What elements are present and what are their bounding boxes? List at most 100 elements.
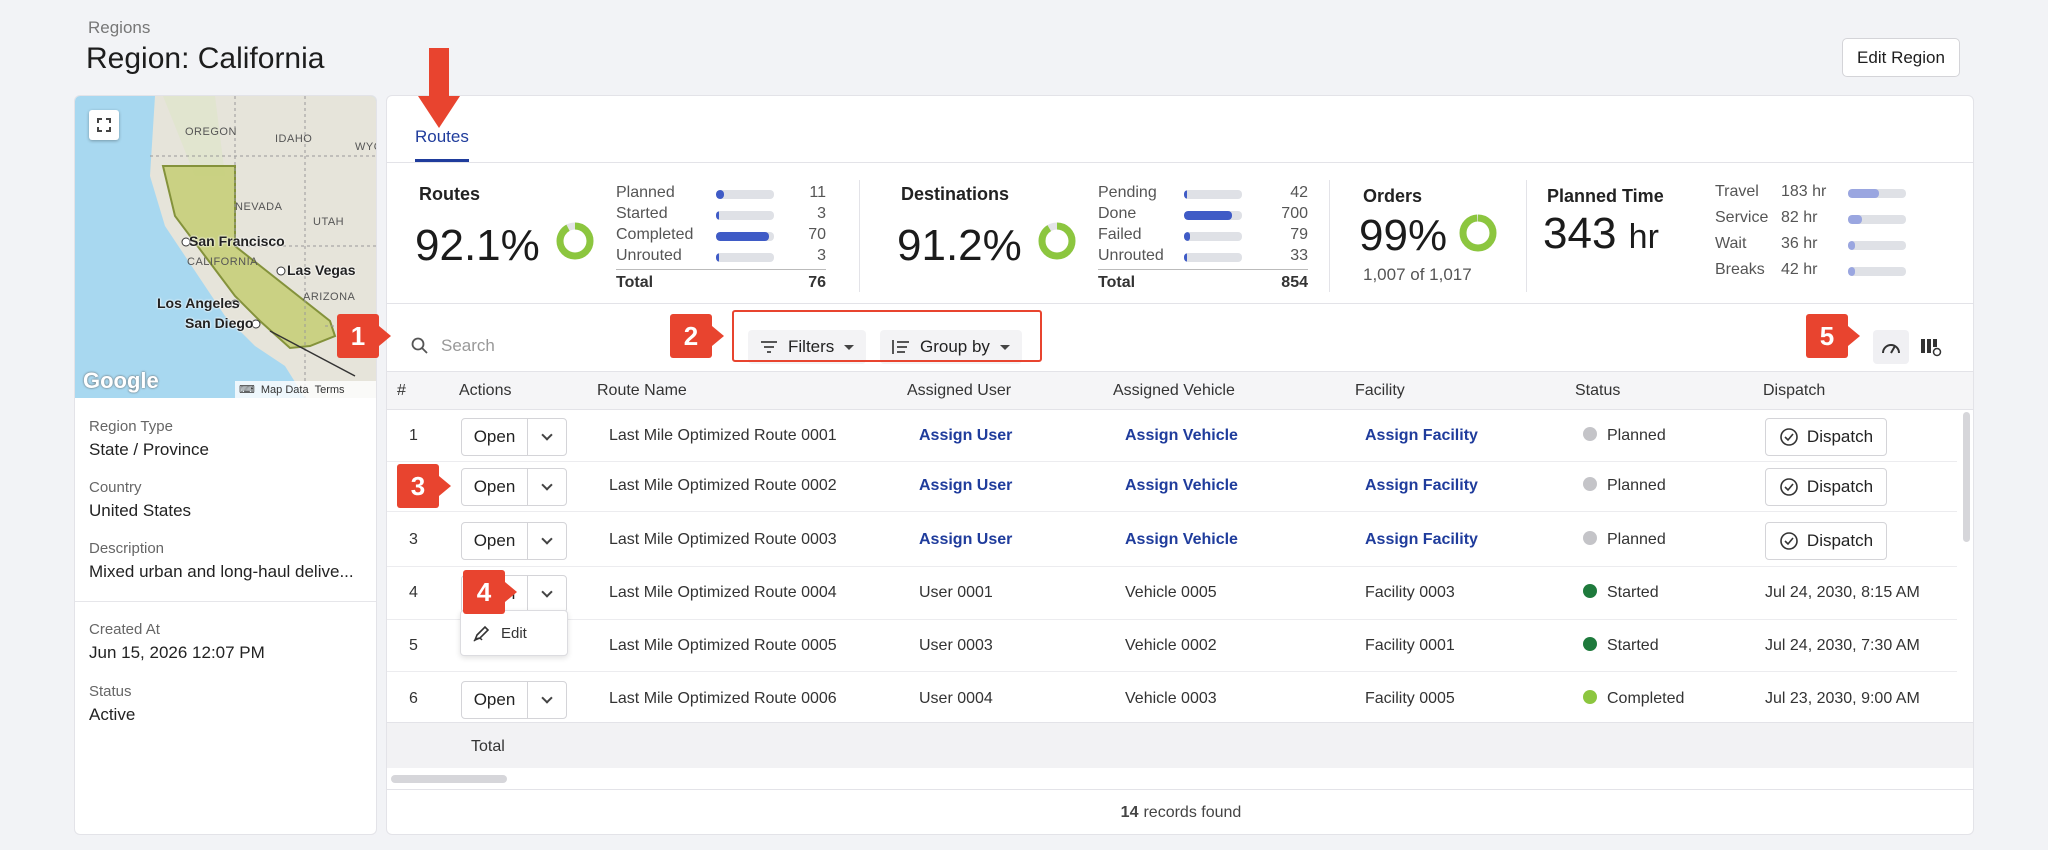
assign-facility-link[interactable]: Assign Facility	[1365, 531, 1478, 548]
column-header-facility[interactable]: Facility	[1355, 382, 1405, 399]
open-split-button: Open	[461, 468, 567, 506]
stat-row-bar-fill	[716, 211, 719, 220]
assign-vehicle-link[interactable]: Assign Vehicle	[1125, 531, 1238, 548]
tab-routes[interactable]: Routes	[415, 127, 469, 146]
map-label: IDAHO	[275, 133, 313, 145]
chevron-down-icon[interactable]	[528, 523, 566, 559]
row-number: 1	[409, 427, 418, 444]
menu-item-edit[interactable]: Edit	[501, 624, 527, 642]
dispatch-time: Jul 24, 2030, 8:15 AM	[1765, 584, 1920, 601]
stat-row-bar-fill	[1184, 253, 1187, 262]
destinations-total-value: 854	[1281, 274, 1308, 291]
assign-user-link[interactable]: Assign User	[919, 477, 1013, 494]
planned-time-row-label: Breaks	[1715, 261, 1765, 278]
info-region-type: Region Type State / Province	[89, 418, 364, 460]
row-number: 6	[409, 690, 418, 707]
search-box[interactable]	[401, 328, 671, 364]
route-name[interactable]: Last Mile Optimized Route 0003	[609, 531, 837, 548]
destinations-percent: 91.2%	[897, 221, 1022, 270]
open-button[interactable]: Open	[462, 682, 528, 718]
column-header-number[interactable]: #	[397, 382, 406, 399]
terms-link[interactable]: Terms	[314, 383, 345, 396]
vertical-scrollbar[interactable]	[1963, 412, 1970, 542]
open-button[interactable]: Open	[462, 523, 528, 559]
stat-row-label: Pending	[1098, 184, 1157, 201]
filters-label: Filters	[788, 337, 835, 356]
keyboard-icon[interactable]: ⌨	[239, 384, 255, 396]
map-land	[150, 96, 376, 398]
table-header: # Actions Route Name Assigned User Assig…	[387, 371, 1973, 410]
planned-time-row: Service 82 hr	[1715, 209, 1915, 229]
orders-percent: 99%	[1359, 211, 1448, 260]
column-header-route-name[interactable]: Route Name	[597, 382, 687, 399]
stat-row-label: Unrouted	[1098, 247, 1164, 264]
assign-user-link[interactable]: Assign User	[919, 531, 1013, 548]
status-text: Planned	[1607, 531, 1666, 548]
status-badge: Completed	[1583, 690, 1684, 708]
edit-region-button[interactable]: Edit Region	[1842, 38, 1960, 77]
table-row[interactable]: 6 Open Last Mile Optimized Route 0006 User …	[387, 674, 1957, 726]
route-name[interactable]: Last Mile Optimized Route 0005	[609, 637, 837, 654]
column-header-dispatch[interactable]: Dispatch	[1763, 382, 1826, 399]
route-name[interactable]: Last Mile Optimized Route 0006	[609, 690, 837, 707]
annotation-callout-1: 1	[337, 314, 391, 358]
planned-time-value: 343 hr	[1543, 209, 1659, 259]
map-data-link[interactable]: Map Data	[260, 383, 309, 396]
status-badge: Planned	[1583, 531, 1666, 549]
annotation-arrow-icon	[418, 48, 460, 128]
group-by-button[interactable]: Group by	[880, 330, 1022, 364]
search-input[interactable]	[441, 336, 661, 356]
assign-vehicle-link[interactable]: Assign Vehicle	[1125, 427, 1238, 444]
filters-button[interactable]: Filters	[748, 330, 867, 364]
open-button[interactable]: Open	[462, 469, 528, 505]
orders-donut	[1459, 214, 1497, 252]
column-header-actions[interactable]: Actions	[459, 382, 512, 399]
stat-row-value: 11	[809, 184, 826, 201]
route-name[interactable]: Last Mile Optimized Route 0002	[609, 477, 837, 494]
chevron-down-icon[interactable]	[528, 682, 566, 718]
column-header-assigned-vehicle[interactable]: Assigned Vehicle	[1113, 382, 1235, 399]
table-total-row: Total	[387, 722, 1973, 768]
assign-facility-link[interactable]: Assign Facility	[1365, 427, 1478, 444]
dispatch-time: Jul 24, 2030, 7:30 AM	[1765, 637, 1920, 654]
dispatch-button[interactable]: Dispatch	[1765, 522, 1887, 560]
assign-facility-link[interactable]: Assign Facility	[1365, 477, 1478, 494]
table-row[interactable]: 3 Open Last Mile Optimized Route 0003 Assig…	[387, 515, 1957, 567]
destinations-stat-title: Destinations	[901, 184, 1010, 204]
open-button[interactable]: Open	[462, 419, 528, 455]
routes-panel: Routes Routes 92.1% Planned 11 Started 3 Com…	[386, 95, 1974, 835]
dispatch-button[interactable]: Dispatch	[1765, 418, 1887, 456]
records-suffix: records found	[1143, 804, 1242, 821]
row-number: 4	[409, 584, 418, 601]
chevron-down-icon[interactable]	[528, 419, 566, 455]
assign-user-link[interactable]: Assign User	[919, 427, 1013, 444]
records-count: 14	[1120, 804, 1139, 821]
chevron-down-icon[interactable]	[528, 576, 566, 612]
column-settings-icon[interactable]	[1913, 330, 1949, 364]
gauge-icon[interactable]	[1873, 330, 1909, 364]
map-city-label: Los Angeles	[157, 295, 240, 311]
planned-time-row-bar	[1848, 189, 1906, 198]
table-row[interactable]: 4OpenLast Mile Optimized Route 0004User …	[387, 568, 1957, 620]
table-row[interactable]: 2OpenLast Mile Optimized Route 0002Assig…	[387, 462, 1957, 512]
breadcrumb[interactable]: Regions	[88, 18, 151, 37]
table-row[interactable]: 5 Last Mile Optimized Route 0005 User 0003…	[387, 622, 1957, 672]
assign-vehicle-link[interactable]: Assign Vehicle	[1125, 477, 1238, 494]
check-circle-icon	[1780, 428, 1798, 446]
orders-stat-title: Orders	[1363, 186, 1423, 206]
route-name[interactable]: Last Mile Optimized Route 0001	[609, 427, 837, 444]
chevron-down-icon[interactable]	[528, 469, 566, 505]
planned-time-row: Travel 183 hr	[1715, 183, 1915, 203]
stat-row: Unrouted 3	[616, 247, 826, 267]
caret-down-icon	[844, 344, 855, 350]
route-name[interactable]: Last Mile Optimized Route 0004	[609, 584, 837, 601]
table-row[interactable]: 1 Open Last Mile Optimized Route 0001 Assig…	[387, 412, 1957, 462]
column-header-status[interactable]: Status	[1575, 382, 1621, 399]
horizontal-scrollbar[interactable]	[391, 775, 507, 783]
planned-time-row-value: 42 hr	[1781, 261, 1818, 278]
stat-row-label: Planned	[616, 184, 675, 201]
column-header-assigned-user[interactable]: Assigned User	[907, 382, 1012, 399]
dispatch-button[interactable]: Dispatch	[1765, 468, 1887, 506]
region-map[interactable]: OREGON IDAHO WYO NEVADA UTAH CALIFORNIA …	[75, 96, 376, 398]
fullscreen-icon[interactable]	[89, 110, 119, 140]
